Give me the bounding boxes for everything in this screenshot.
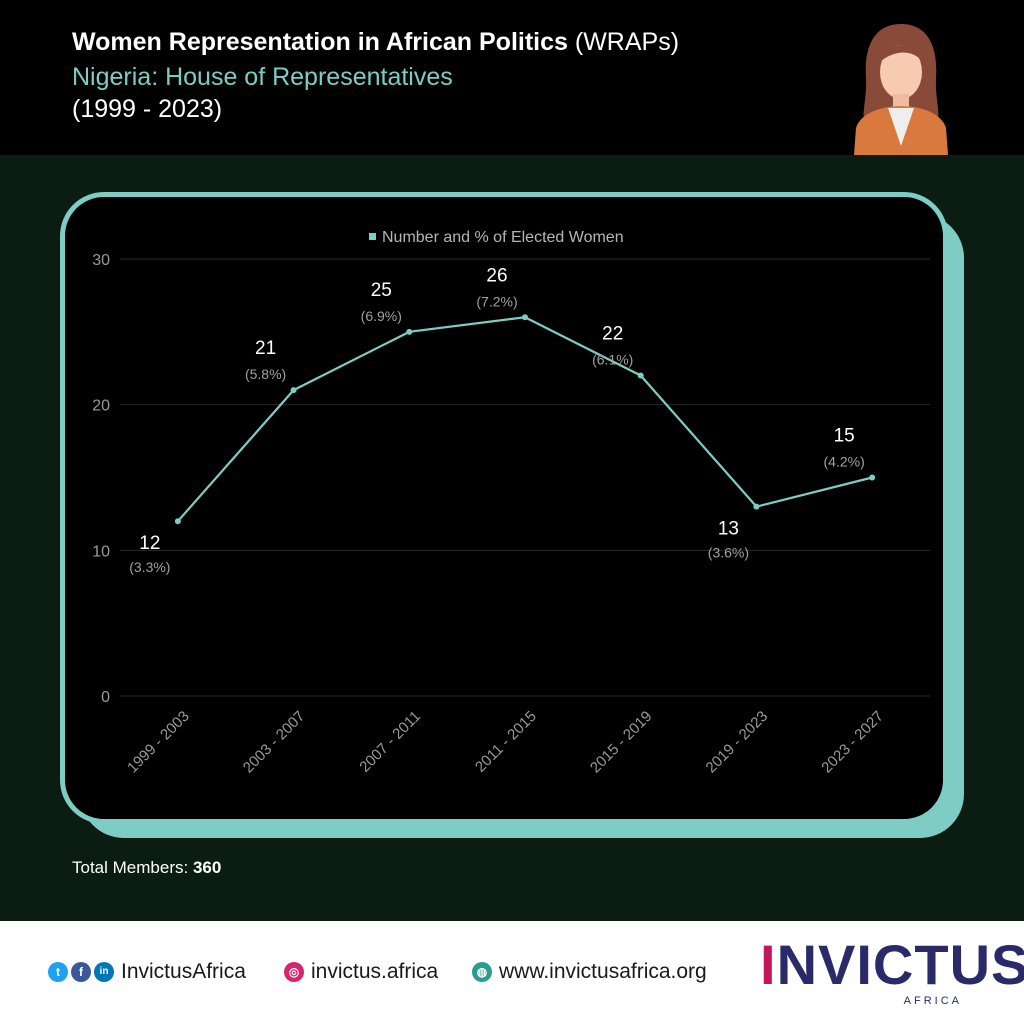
data-label-percent: (6.9%) <box>361 308 402 324</box>
data-label-percent: (3.3%) <box>129 559 170 575</box>
x-tick-label: 2023 - 2027 <box>818 708 887 777</box>
website-url[interactable]: www.invictusafrica.org <box>499 960 707 983</box>
invictus-logo: INVICTUS AFRICA <box>760 935 1024 1010</box>
globe-icon: ◍ <box>472 962 492 982</box>
woman-avatar-icon <box>854 24 948 155</box>
footer <box>0 921 1024 1024</box>
legend-marker <box>369 233 376 240</box>
data-point <box>522 314 528 321</box>
social-handle[interactable]: InvictusAfrica <box>121 960 246 983</box>
data-label-percent: (3.6%) <box>708 545 749 561</box>
data-point <box>174 518 181 525</box>
data-label-percent: (6.1%) <box>592 352 633 368</box>
y-tick-label: 20 <box>92 398 110 415</box>
total-members-value: 360 <box>192 858 222 877</box>
data-label-value: 21 <box>255 338 276 359</box>
y-tick-label: 0 <box>101 689 110 706</box>
facebook-icon[interactable]: f <box>71 962 91 982</box>
title-tag: (WRAPs) <box>574 28 680 56</box>
data-label-percent: (5.8%) <box>245 366 286 382</box>
x-tick-label: 1999 - 2003 <box>124 708 193 777</box>
instagram-icon[interactable]: ◎ <box>284 962 304 982</box>
x-tick-label: 2007 - 2011 <box>356 708 424 776</box>
data-point <box>753 503 760 510</box>
series-line <box>177 316 873 522</box>
y-tick-label: 10 <box>92 543 110 560</box>
chart-legend: Number and % of Elected Women <box>369 229 624 246</box>
page-title: Women Representation in African Politics… <box>72 28 679 57</box>
data-label-value: 26 <box>486 265 507 286</box>
header-band <box>0 0 1024 155</box>
data-point <box>869 474 876 481</box>
logo-subtext: AFRICA <box>903 995 962 1007</box>
page-subtitle: Nigeria: House of Representatives <box>72 63 453 91</box>
year-range: (1999 - 2023) <box>72 95 223 123</box>
data-point <box>637 372 644 379</box>
social-links: t f in InvictusAfrica <box>48 960 246 984</box>
data-point <box>290 387 297 394</box>
title-main: Women Representation in African Politics <box>72 28 568 56</box>
line-chart: 0 10 20 30 Number and % of Elected Women 12 (3… <box>92 229 930 777</box>
data-label-value: 22 <box>602 324 623 345</box>
instagram-handle[interactable]: invictus.africa <box>311 960 439 983</box>
total-members-label: Total Members: <box>72 858 189 877</box>
linkedin-icon[interactable]: in <box>94 962 114 982</box>
x-tick-label: 2019 - 2023 <box>703 708 772 777</box>
chart-card: 0 10 20 30 Number and % of Elected Women 12 (3… <box>60 192 948 824</box>
logo-wordmark: INVICTUS <box>760 933 1024 996</box>
data-label-value: 12 <box>139 533 160 554</box>
data-label-percent: (4.2%) <box>824 454 865 470</box>
twitter-icon[interactable]: t <box>48 962 68 982</box>
data-label-value: 25 <box>371 280 392 301</box>
data-label-percent: (7.2%) <box>476 293 517 309</box>
legend-label: Number and % of Elected Women <box>382 229 624 246</box>
x-tick-label: 2015 - 2019 <box>587 708 656 777</box>
x-tick-label: 2011 - 2015 <box>472 708 540 776</box>
y-tick-label: 30 <box>92 252 110 269</box>
total-members: Total Members: 360 <box>72 858 221 878</box>
data-point <box>406 328 413 335</box>
website-link: ◍ www.invictusafrica.org <box>472 960 707 984</box>
x-tick-label: 2003 - 2007 <box>240 708 309 777</box>
data-label-value: 13 <box>718 519 739 540</box>
data-label-value: 15 <box>834 426 855 447</box>
instagram-link: ◎ invictus.africa <box>284 960 438 984</box>
